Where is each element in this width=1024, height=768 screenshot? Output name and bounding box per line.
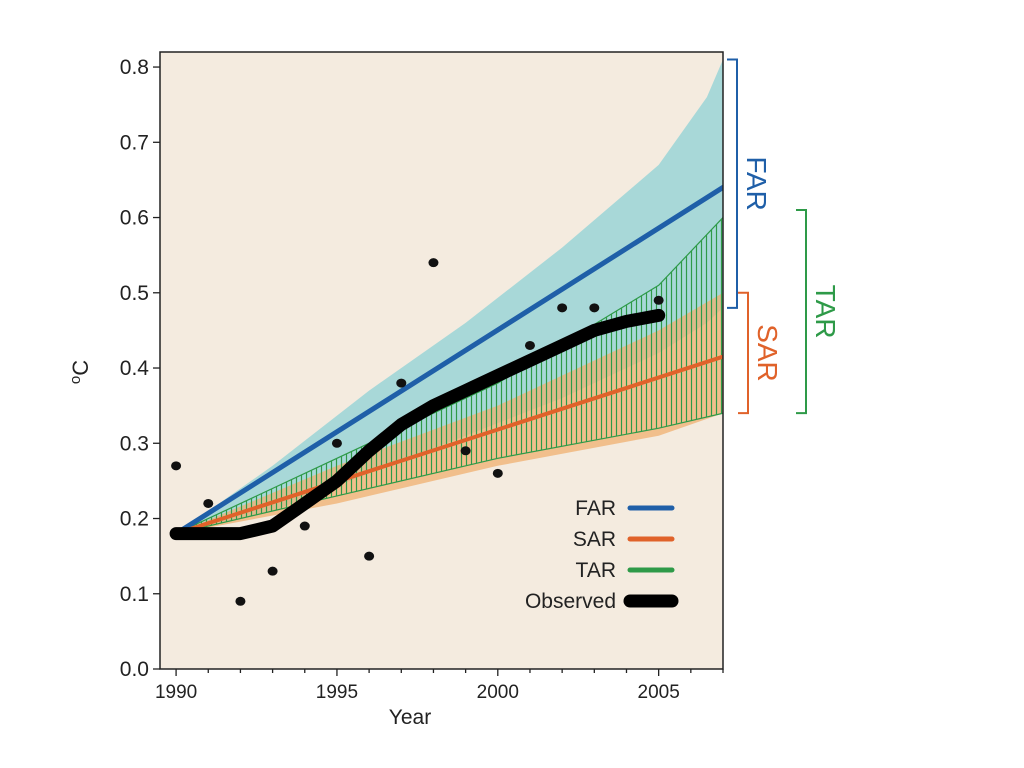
annual-point — [460, 446, 471, 456]
annual-point — [557, 303, 568, 313]
series-lines — [169, 184, 723, 541]
legend-label-observed: Observed — [525, 590, 616, 613]
y-tick-label: 0.2 — [120, 508, 149, 531]
annual-point — [589, 303, 600, 313]
far-range-bracket — [727, 58, 738, 309]
annual-point — [171, 461, 182, 471]
y-tick-label: 0.4 — [120, 357, 150, 380]
far-series-line — [173, 184, 723, 537]
legend-label-sar: SAR — [573, 528, 616, 551]
sar-range-bracket — [738, 291, 749, 415]
annual-point — [364, 551, 375, 561]
annual-point — [299, 521, 310, 531]
far-range-label: FAR — [741, 156, 772, 210]
plot-frame — [159, 51, 724, 670]
annual-point — [396, 378, 407, 388]
annual-point — [203, 498, 214, 508]
y-axis: 0.0 0.1 0.2 0.3 0.4 0.5 0.6 0.7 0.8 — [120, 56, 160, 681]
legend-label-tar: TAR — [576, 559, 616, 582]
tar-range-label: TAR — [810, 285, 841, 339]
observed-series-line — [169, 308, 666, 541]
y-axis-label-main: C — [68, 360, 93, 376]
annual-point — [331, 438, 342, 448]
y-axis-label-super: o — [67, 376, 84, 384]
x-tick-label: 2005 — [638, 682, 680, 703]
y-tick-label: 0.5 — [120, 282, 149, 305]
annual-point — [235, 596, 246, 606]
range-brackets: FAR SAR TAR — [727, 58, 841, 415]
y-tick-label: 0.6 — [120, 207, 149, 230]
y-tick-label: 0.7 — [120, 131, 149, 154]
y-tick-label: 0.1 — [120, 583, 149, 606]
legend: FAR SAR TAR Observed — [525, 497, 679, 613]
x-tick-label: 2000 — [477, 682, 519, 703]
annual-point — [492, 468, 503, 478]
sar-range-label: SAR — [752, 324, 783, 382]
x-tick-label: 1995 — [316, 682, 358, 703]
sar-series-line — [174, 354, 723, 536]
y-tick-label: 0.8 — [120, 56, 149, 79]
y-axis-label: oC — [67, 360, 93, 384]
annual-points — [171, 258, 664, 606]
annual-point — [653, 295, 664, 305]
annual-point — [524, 340, 535, 350]
legend-label-far: FAR — [575, 497, 616, 520]
x-axis: 1990 1995 2000 2005 — [155, 669, 724, 703]
x-axis-label: Year — [389, 706, 431, 729]
annual-point — [428, 258, 439, 268]
y-tick-label: 0.0 — [120, 658, 149, 681]
x-tick-label: 1990 — [155, 682, 197, 703]
y-tick-label: 0.3 — [120, 432, 149, 455]
annual-point — [267, 566, 278, 576]
tar-range-bracket — [796, 209, 807, 415]
